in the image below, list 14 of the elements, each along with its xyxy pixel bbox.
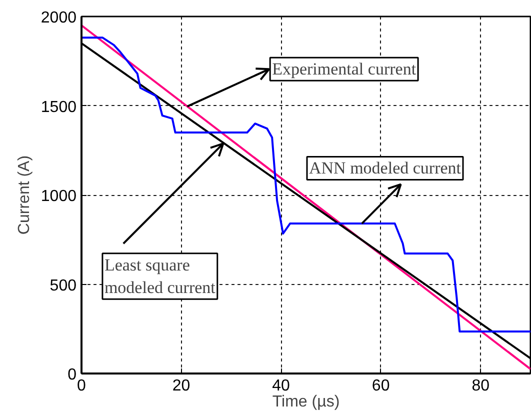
y-tick-label: 2000 [40,10,77,26]
annotation: Experimental current [272,60,416,79]
x-tick-label: 40 [272,378,290,394]
y-tick-label: 0 [68,366,77,384]
annotation: Least square modeled current [104,255,216,298]
y-tick-label: 500 [50,277,77,294]
x-tick-label: 20 [172,378,190,394]
x-tick-label: 60 [372,378,390,394]
y-tick-label: 1000 [40,188,77,205]
annotation: ANN modeled current [309,158,462,178]
x-axis-title: Time (µs) [272,394,340,410]
y-axis-title: Current (A) [16,155,33,235]
x-tick-label: 80 [472,378,490,394]
y-tick-label: 1500 [40,98,77,116]
